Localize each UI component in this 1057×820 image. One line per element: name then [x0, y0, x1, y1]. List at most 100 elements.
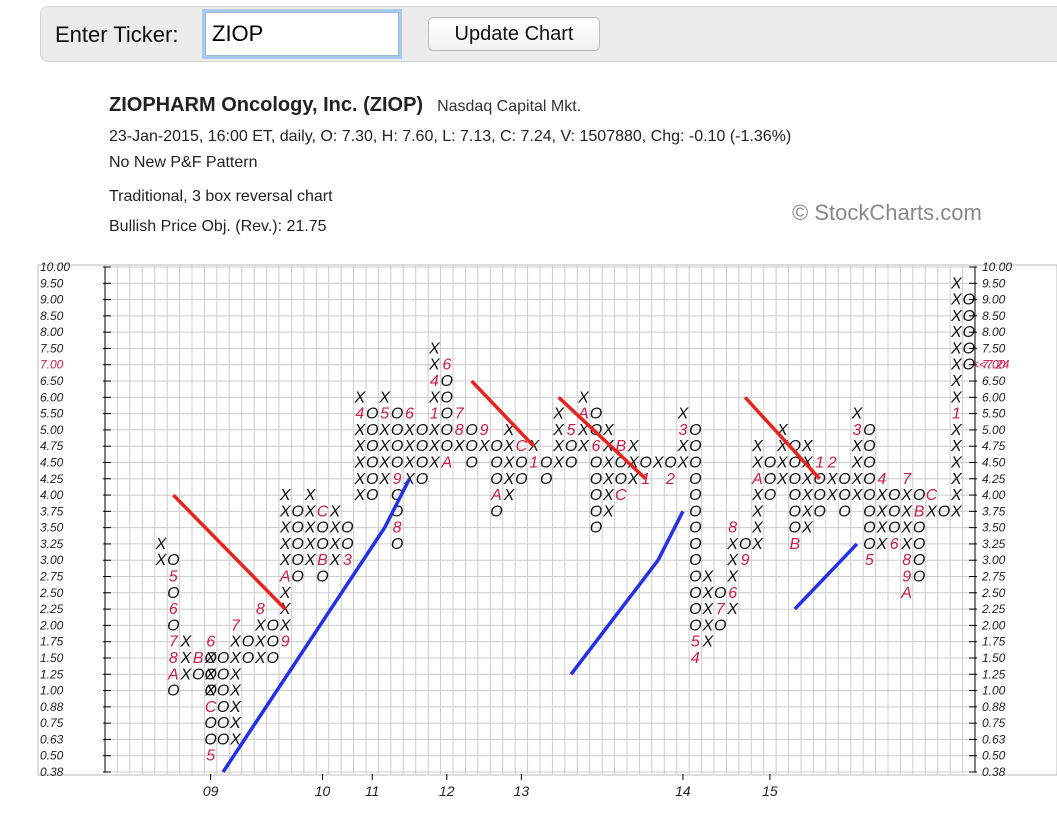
y-tick-label-left: 3.00	[40, 553, 64, 567]
x-box: X	[751, 503, 764, 520]
x-tick-label: 15	[762, 783, 778, 799]
x-box: X	[353, 389, 366, 406]
y-tick-label-right: 7.50	[982, 341, 1006, 355]
month-marker: C	[516, 438, 528, 455]
month-marker: 8	[728, 520, 737, 537]
y-tick-label-right: 8.00	[982, 325, 1006, 339]
y-tick-label-right: 9.50	[982, 276, 1006, 290]
x-box: X	[552, 406, 565, 423]
x-box: X	[229, 683, 242, 700]
o-box: O	[963, 340, 975, 357]
o-box: O	[689, 617, 701, 634]
x-box: X	[453, 438, 466, 455]
o-box: O	[689, 536, 701, 553]
x-box: X	[801, 487, 814, 504]
o-box: O	[963, 324, 975, 341]
o-box: O	[341, 520, 353, 537]
x-box: X	[378, 454, 391, 471]
o-box: O	[366, 454, 378, 471]
y-tick-label-right: 9.00	[982, 293, 1006, 307]
o-box: O	[714, 617, 726, 634]
x-box: X	[950, 389, 963, 406]
y-tick-label-right: 3.00	[982, 553, 1006, 567]
o-box: O	[789, 520, 801, 537]
month-marker: A	[900, 585, 912, 602]
y-tick-label-right: 0.50	[982, 749, 1006, 763]
month-marker: B	[193, 650, 204, 667]
x-box: X	[229, 699, 242, 716]
o-box: O	[391, 422, 403, 439]
y-tick-label-left: 0.50	[40, 749, 64, 763]
x-box: X	[254, 617, 267, 634]
o-box: O	[838, 487, 850, 504]
x-tick-label: 14	[675, 783, 691, 799]
y-tick-label-left: 6.00	[40, 390, 64, 404]
month-marker: 6	[169, 601, 178, 618]
x-box: X	[304, 536, 317, 553]
y-tick-label-left: 3.25	[40, 537, 64, 551]
x-box: X	[254, 634, 267, 651]
x-box: X	[204, 650, 217, 667]
month-marker: B	[615, 438, 626, 455]
o-box: O	[813, 503, 825, 520]
x-box: X	[751, 536, 764, 553]
pattern-label: No New P&F Pattern	[109, 154, 258, 171]
month-marker: 7	[455, 406, 465, 423]
o-box: O	[863, 438, 875, 455]
x-box: X	[279, 487, 292, 504]
month-marker: 7	[231, 617, 241, 634]
month-marker: C	[926, 487, 938, 504]
o-box: O	[416, 422, 428, 439]
company-name: ZIOPHARM Oncology, Inc. (ZIOP)	[109, 94, 424, 116]
month-marker: 6	[728, 585, 737, 602]
o-box: O	[267, 617, 279, 634]
quote-line: 23-Jan-2015, 16:00 ET, daily, O: 7.30, H…	[109, 128, 792, 145]
o-box: O	[316, 569, 328, 586]
o-box: O	[913, 552, 925, 569]
y-tick-label-right: 5.50	[982, 407, 1006, 421]
month-marker: 6	[890, 536, 899, 553]
y-tick-label-left: 1.00	[40, 684, 64, 698]
x-box: X	[851, 487, 864, 504]
ticker-input[interactable]	[205, 12, 399, 56]
o-box: O	[217, 683, 229, 700]
y-tick-label-right: 1.50	[982, 651, 1006, 665]
o-box: O	[490, 503, 502, 520]
month-marker: C	[615, 487, 627, 504]
o-box: O	[192, 666, 204, 683]
x-box: X	[353, 487, 366, 504]
month-marker: 1	[952, 406, 961, 423]
o-box: O	[291, 536, 303, 553]
x-box: X	[552, 454, 565, 471]
month-marker: C	[317, 503, 329, 520]
plot-area	[37, 264, 1057, 776]
o-box: O	[590, 487, 602, 504]
x-box: X	[751, 487, 764, 504]
month-marker: 5	[169, 569, 178, 586]
month-marker: 1	[641, 471, 650, 488]
o-box: O	[689, 569, 701, 586]
y-tick-label-right: 3.75	[982, 504, 1006, 518]
o-box: O	[204, 666, 216, 683]
o-box: O	[490, 438, 502, 455]
y-tick-label-right: 6.00	[982, 390, 1006, 404]
o-box: O	[689, 487, 701, 504]
resistance-trendline	[743, 396, 821, 480]
y-tick-label-right: 1.75	[982, 635, 1006, 649]
o-box: O	[341, 536, 353, 553]
x-box: X	[428, 357, 441, 374]
x-box: X	[304, 552, 317, 569]
y-tick-label-right: 0.63	[982, 732, 1006, 746]
x-box: X	[677, 438, 690, 455]
o-box: O	[291, 520, 303, 537]
o-box: O	[863, 536, 875, 553]
x-box: X	[950, 503, 963, 520]
x-box: X	[179, 666, 192, 683]
resistance-trendline	[557, 396, 647, 481]
o-box: O	[391, 406, 403, 423]
o-box: O	[366, 487, 378, 504]
o-box: O	[366, 422, 378, 439]
update-chart-button[interactable]: Update Chart	[428, 17, 600, 51]
x-box: X	[627, 471, 640, 488]
month-marker: 8	[169, 650, 178, 667]
